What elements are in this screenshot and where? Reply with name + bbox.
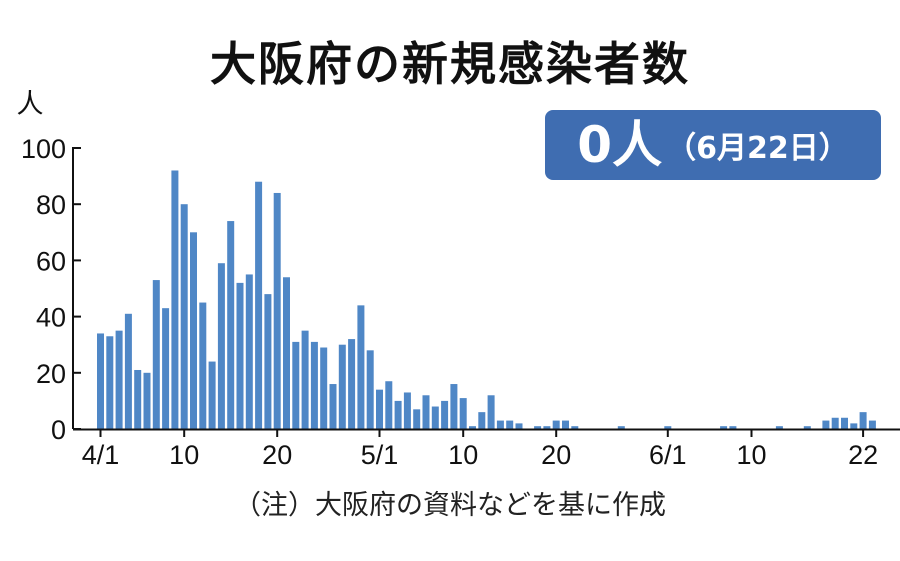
bar [450,384,458,429]
bar [106,336,114,429]
y-tick-label: 40 [36,303,66,333]
bar [431,406,439,429]
bar [329,384,337,429]
bar [217,263,225,429]
bar-series [97,170,876,430]
bar [264,294,272,429]
bar [227,221,235,429]
bar [664,426,672,429]
bar [208,361,216,429]
bar [831,417,839,429]
bar [841,417,848,429]
bar [292,341,300,429]
bar [190,232,197,429]
bar [403,392,411,429]
chart-title: 大阪府の新規感染者数 [210,37,690,91]
bar [124,313,132,429]
x-tick-label: 10 [448,440,478,470]
x-tick-label: 5/1 [361,440,399,470]
bar [803,426,811,429]
bar [506,420,514,429]
x-tick-label: 6/1 [649,440,687,470]
bar [729,426,737,429]
bar [152,280,160,429]
y-tick-label: 60 [36,246,66,276]
y-axis: 0 20 40 60 80 100 [21,134,81,445]
bar [859,412,867,429]
bar [320,347,328,429]
bar [171,170,179,430]
x-tick-label: 10 [169,440,199,470]
bar [394,400,402,429]
bar [775,426,783,429]
bar [357,305,365,429]
bar [115,330,123,429]
x-tick-label: 22 [848,440,878,470]
bar [236,282,244,429]
bar [571,426,579,429]
bar [283,277,290,429]
bar [534,426,542,429]
bar [338,344,346,429]
bar [273,192,281,429]
bar [376,389,383,429]
bar [487,395,495,429]
y-tick-label: 100 [21,134,66,164]
bar [543,426,551,429]
latest-count-date: （6月22日） [666,131,849,166]
bar [301,330,309,429]
bar [199,302,207,429]
bar [720,426,728,429]
x-tick-label: 4/1 [82,440,120,470]
bar [459,398,467,429]
bar [143,372,151,429]
y-tick-label: 80 [36,190,66,220]
bar [255,181,263,429]
bar [413,409,421,429]
bar [385,381,393,429]
x-tick-label: 20 [541,440,571,470]
bar [496,420,504,429]
bar [348,339,356,429]
x-axis: 4/1 10 20 5/1 10 20 6/1 10 22 [82,429,878,470]
bar [469,426,476,429]
bar [822,420,830,429]
y-axis-unit-label: 人 [17,89,44,119]
source-note: （注）大阪府の資料などを基に作成 [234,490,666,521]
bar [245,274,253,429]
bar [850,423,858,429]
bar [180,204,188,429]
bar [617,426,625,429]
bar [422,395,430,429]
bar [310,341,318,429]
bar [552,420,560,429]
bar [97,333,104,429]
bar [562,420,569,429]
bar [162,308,170,429]
bar [366,350,374,429]
latest-count-value: 0人 [577,116,663,174]
y-tick-label: 0 [51,415,66,445]
bar [868,420,876,429]
x-tick-label: 10 [736,440,766,470]
bar [441,400,449,429]
bar [515,423,523,429]
y-tick-label: 20 [36,359,66,389]
bar [478,412,486,429]
bar [134,369,142,429]
x-tick-label: 20 [262,440,292,470]
latest-count-badge: 0人 （6月22日） [545,110,881,180]
